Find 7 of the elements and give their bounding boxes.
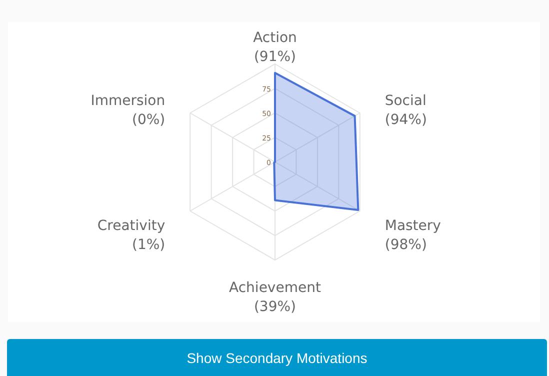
spoke-label: Achievement (39%) [229,280,322,315]
spoke-label: Immersion (0%) [90,93,166,128]
spoke-label: Action (91%) [253,30,297,65]
spoke-label: Creativity (1%) [97,218,166,253]
text: Show Secondary Motivations [186,350,368,366]
spoke-label: Mastery (98%) [384,218,441,253]
spoke-label: Social (94%) [384,93,427,128]
